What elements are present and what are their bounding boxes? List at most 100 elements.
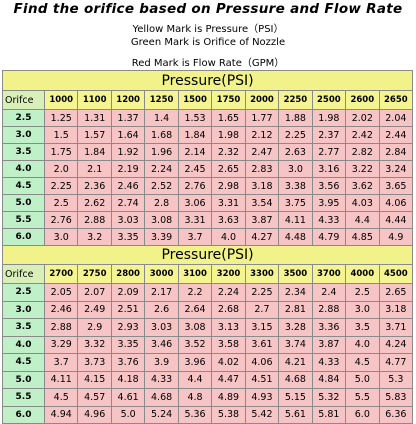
pressure-header-cell: 1750 (211, 90, 246, 110)
flow-rate-cell: 3.06 (177, 194, 213, 212)
flow-rate-cell: 2.6 (144, 300, 179, 319)
flow-rate-cell: 3.35 (110, 335, 146, 354)
flow-rate-cell: 3.13 (211, 318, 246, 337)
flow-rate-cell: 2.65 (378, 283, 414, 302)
flow-rate-cell: 2.2 (177, 283, 213, 302)
flow-rate-cell: 4.84 (311, 370, 347, 389)
flow-rate-cell: 2.25 (43, 177, 79, 195)
flow-rate-cell: 2.09 (110, 283, 146, 302)
table-row: 4.0 2.0 2.1 2.19 2.24 2.45 2.65 2.83 3.0 3.16 3.22… (2, 160, 414, 178)
flow-rate-cell: 5.0 (110, 405, 146, 424)
flow-rate-cell: 2.51 (110, 300, 146, 319)
orifice-cell: 5.0 (2, 370, 45, 389)
flow-rate-cell: 3.63 (211, 211, 246, 229)
flow-rate-cell: 2.44 (378, 126, 414, 144)
pressure-header-row: Orifce 2700 2750 2800 3000 3100 3200 3300 3500 37… (2, 264, 414, 284)
flow-rate-cell: 2.63 (278, 143, 313, 161)
flow-rate-cell: 6.0 (345, 405, 380, 424)
pressure-header-cell: 2700 (43, 264, 79, 284)
orifice-cell: 5.5 (2, 211, 45, 229)
flow-rate-cell: 2.77 (311, 143, 347, 161)
orifice-column-header: Orifce (2, 264, 45, 284)
flow-rate-cell: 4.33 (311, 353, 347, 372)
flow-rate-cell: 2.46 (110, 177, 146, 195)
pressure-header-cell: 2500 (311, 90, 347, 110)
orifice-cell: 6.0 (2, 228, 45, 246)
pressure-header-cell: 3100 (177, 264, 213, 284)
pressure-header-cell: 3200 (211, 264, 246, 284)
flow-rate-cell: 4.9 (378, 228, 414, 246)
flow-rate-cell: 2.83 (244, 160, 280, 178)
flow-rate-cell: 2.68 (211, 300, 246, 319)
flow-rate-cell: 5.42 (244, 405, 280, 424)
flow-rate-cell: 5.3 (378, 370, 414, 389)
orifice-cell: 2.5 (2, 283, 45, 302)
pressure-header-cell: 2650 (378, 90, 414, 110)
pressure-header-cell: 2600 (345, 90, 380, 110)
flow-rate-cell: 3.73 (77, 353, 112, 372)
flow-rate-cell: 2.88 (77, 211, 112, 229)
flow-rate-cell: 3.39 (144, 228, 179, 246)
flow-rate-cell: 1.98 (211, 126, 246, 144)
orifice-cell: 4.0 (2, 160, 45, 178)
flow-rate-cell: 2.07 (77, 283, 112, 302)
table-row: 2.5 2.05 2.07 2.09 2.17 2.2 2.24 2.25 2.34 2.4 2.5… (2, 283, 414, 302)
flow-rate-cell: 3.18 (378, 300, 414, 319)
orifice-cell: 3.0 (2, 126, 45, 144)
flow-rate-cell: 2.37 (311, 126, 347, 144)
orifice-cell: 2.5 (2, 109, 45, 127)
flow-rate-cell: 5.61 (278, 405, 313, 424)
flow-rate-cell: 3.32 (77, 335, 112, 354)
flow-rate-cell: 2.24 (144, 160, 179, 178)
flow-rate-cell: 3.35 (110, 228, 146, 246)
flow-rate-cell: 3.54 (244, 194, 280, 212)
table-row: 5.5 4.5 4.57 4.61 4.68 4.8 4.89 4.93 5.15 5.32 5.5… (2, 388, 414, 407)
flow-rate-cell: 2.4 (311, 283, 347, 302)
flow-rate-cell: 1.57 (77, 126, 112, 144)
pressure-header-cell: 2800 (110, 264, 146, 284)
flow-rate-cell: 2.88 (311, 300, 347, 319)
orifice-cell: 6.0 (2, 405, 45, 424)
flow-rate-cell: 3.08 (177, 318, 213, 337)
legend-pressure: Yellow Mark is Pressure（PSI） (132, 24, 284, 35)
pressure-table-high: Pressure(PSI) Orifce 2700 2750 2800 3000 3100 3… (1, 245, 414, 424)
table-row: 3.5 1.75 1.84 1.92 1.96 2.14 2.32 2.47 2.63 2.77 2… (2, 143, 414, 161)
flow-rate-cell: 1.31 (77, 109, 112, 127)
flow-rate-cell: 3.5 (345, 318, 380, 337)
pressure-banner-row: Pressure(PSI) (1, 70, 414, 91)
flow-rate-cell: 4.94 (43, 405, 79, 424)
flow-rate-cell: 2.7 (244, 300, 280, 319)
flow-rate-cell: 1.68 (144, 126, 179, 144)
flow-rate-cell: 3.58 (211, 335, 246, 354)
flow-rate-cell: 2.64 (177, 300, 213, 319)
flow-rate-cell: 3.36 (311, 318, 347, 337)
flow-rate-cell: 2.25 (244, 283, 280, 302)
flow-rate-cell: 2.0 (43, 160, 79, 178)
pressure-header-cell: 1100 (77, 90, 112, 110)
flow-rate-cell: 1.53 (177, 109, 213, 127)
table-row: 4.5 2.25 2.36 2.46 2.52 2.76 2.98 3.18 3.38 3.56 3… (2, 177, 414, 195)
pressure-banner-row: Pressure(PSI) (1, 245, 414, 265)
flow-rate-cell: 2.14 (177, 143, 213, 161)
flow-rate-cell: 4.51 (244, 370, 280, 389)
table-row: 3.0 2.46 2.49 2.51 2.6 2.64 2.68 2.7 2.81 2.88 3.0… (2, 300, 414, 319)
flow-rate-cell: 3.61 (244, 335, 280, 354)
flow-rate-cell: 3.31 (211, 194, 246, 212)
flow-rate-cell: 2.88 (43, 318, 79, 337)
flow-rate-cell: 3.46 (144, 335, 179, 354)
flow-rate-cell: 4.5 (43, 388, 79, 407)
flow-rate-cell: 2.82 (345, 143, 380, 161)
flow-rate-cell: 4.44 (378, 211, 414, 229)
flow-rate-cell: 2.46 (43, 300, 79, 319)
flow-rate-cell: 3.18 (244, 177, 280, 195)
table-row: 5.0 2.5 2.62 2.74 2.8 3.06 3.31 3.54 3.75 3.95 4.0… (2, 194, 414, 212)
flow-rate-cell: 4.33 (311, 211, 347, 229)
flow-rate-cell: 3.15 (244, 318, 280, 337)
flow-rate-cell: 1.75 (43, 143, 79, 161)
flow-rate-cell: 3.65 (378, 177, 414, 195)
pressure-banner: Pressure(PSI) (1, 70, 414, 91)
flow-rate-cell: 2.04 (378, 109, 414, 127)
flow-rate-cell: 2.02 (345, 109, 380, 127)
flow-rate-cell: 4.4 (177, 370, 213, 389)
